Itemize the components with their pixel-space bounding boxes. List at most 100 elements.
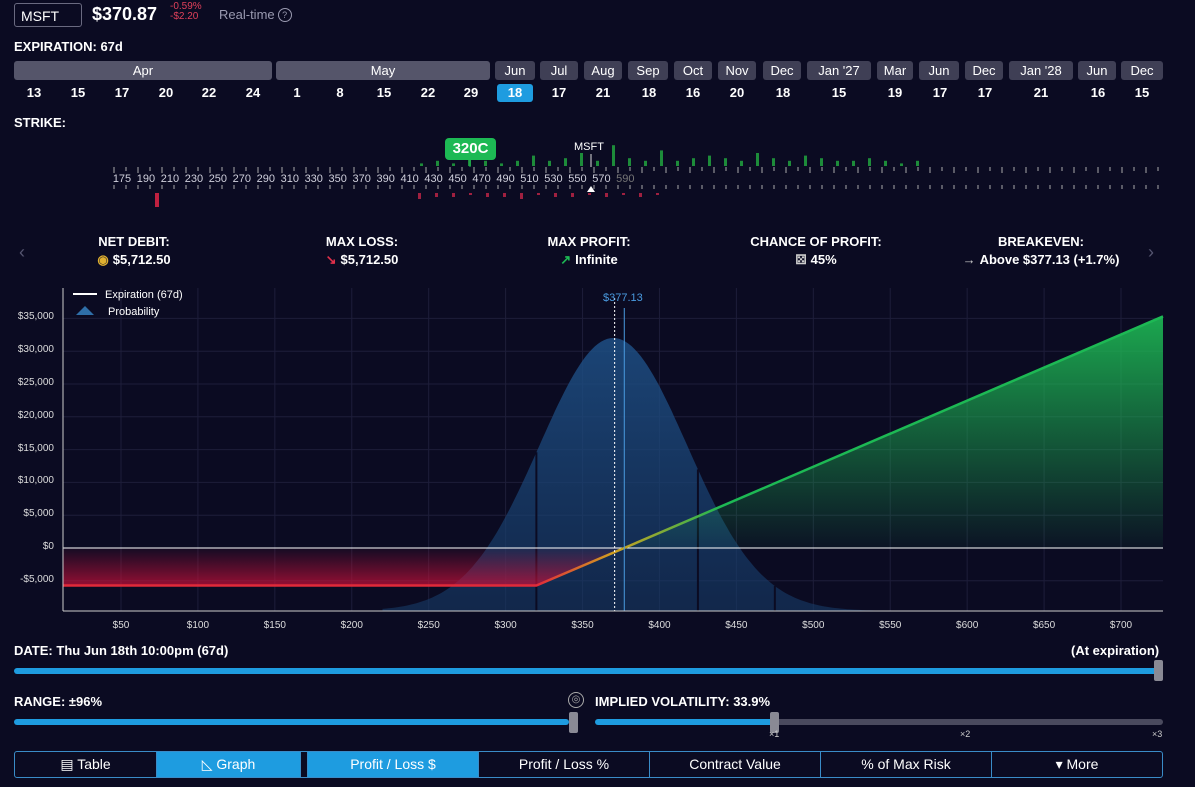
iv-slider-track[interactable]	[775, 719, 1163, 725]
strike-tick-label[interactable]: 230	[184, 173, 204, 185]
next-arrow-icon[interactable]: ›	[1148, 242, 1154, 262]
date-label: DATE: Thu Jun 18th 10:00pm (67d)	[14, 643, 229, 658]
strike-tick-label[interactable]: 450	[448, 173, 467, 185]
x-tick-label: $450	[725, 620, 748, 631]
day-24[interactable]: 15	[1134, 85, 1150, 100]
month-6[interactable]: Oct	[674, 61, 712, 80]
range-slider[interactable]	[14, 719, 569, 725]
x-tick-label: $700	[1109, 620, 1133, 631]
day-0[interactable]: 13	[26, 85, 42, 100]
expiration-label: EXPIRATION: 67d	[14, 39, 123, 54]
month-4[interactable]: Aug	[584, 61, 622, 80]
month-12[interactable]: Dec	[965, 61, 1003, 80]
month-10[interactable]: Mar	[877, 61, 913, 80]
strike-tick-label[interactable]: 330	[304, 173, 323, 185]
call-volume-bar	[436, 160, 439, 166]
day-4[interactable]: 22	[201, 85, 217, 100]
day-5[interactable]: 24	[245, 85, 261, 100]
day-10[interactable]: 29	[463, 85, 479, 100]
prev-arrow-icon[interactable]: ‹	[19, 242, 25, 262]
day-7[interactable]: 8	[336, 85, 344, 100]
reset-icon[interactable]: ◎	[568, 692, 584, 708]
call-volume-bar	[532, 155, 535, 166]
strike-tick-label[interactable]: 370	[352, 173, 371, 185]
graph-button[interactable]: ◺ Graph	[157, 752, 301, 777]
month-3[interactable]: Jul	[540, 61, 578, 80]
help-icon[interactable]: ?	[277, 8, 292, 22]
strike-tick-label[interactable]: 175	[112, 173, 132, 185]
month-11[interactable]: Jun	[919, 61, 959, 80]
month-9[interactable]: Jan '27	[807, 61, 871, 80]
day-15[interactable]: 16	[685, 85, 701, 100]
strike-tick-label[interactable]: 210	[160, 173, 180, 185]
day-9[interactable]: 22	[420, 85, 436, 100]
month-0[interactable]: Apr	[14, 61, 272, 80]
month-13[interactable]: Jan '28	[1009, 61, 1073, 80]
day-13[interactable]: 21	[595, 85, 611, 100]
pl-chart[interactable]	[0, 288, 1195, 618]
ticker-input[interactable]: MSFT	[14, 3, 82, 27]
strike-tick-label[interactable]: 270	[232, 173, 252, 185]
iv-slider-fill[interactable]	[595, 719, 775, 725]
day-8[interactable]: 15	[376, 85, 392, 100]
date-slider[interactable]	[14, 668, 1158, 674]
strike-tick-label[interactable]: 530	[544, 173, 563, 185]
month-5[interactable]: Sep	[628, 61, 668, 80]
strike-tick-label[interactable]: 290	[256, 173, 275, 185]
month-2[interactable]: Jun	[495, 61, 535, 80]
day-12[interactable]: 17	[551, 85, 567, 100]
day-6[interactable]: 1	[293, 85, 301, 100]
day-18[interactable]: 15	[831, 85, 847, 100]
strike-tick-label[interactable]: 390	[376, 173, 395, 185]
price-marker-icon	[587, 186, 595, 192]
day-14[interactable]: 18	[641, 85, 657, 100]
month-8[interactable]: Dec	[763, 61, 801, 80]
table-button[interactable]: ▤ Table	[15, 752, 157, 777]
strike-tick-label[interactable]: 490	[496, 173, 515, 185]
strike-tick-label[interactable]: 570	[592, 173, 611, 185]
realtime-indicator[interactable]: Real-time?	[219, 7, 292, 22]
month-14[interactable]: Jun	[1078, 61, 1116, 80]
day-20[interactable]: 17	[932, 85, 948, 100]
x-tick-label: $600	[956, 620, 979, 631]
selected-strike-badge[interactable]: 320C	[445, 138, 496, 160]
metric-maxprofit: MAX PROFIT: ↗ Infinite	[479, 234, 699, 268]
contract-value-button[interactable]: Contract Value	[650, 752, 821, 777]
day-2[interactable]: 17	[114, 85, 130, 100]
x-tick-label: $150	[263, 620, 286, 631]
range-slider-handle[interactable]	[569, 712, 578, 733]
strike-tick-label[interactable]: 590	[616, 173, 635, 185]
strike-tick-label[interactable]: 410	[400, 173, 419, 185]
more-button[interactable]: ▾ More	[1055, 756, 1099, 772]
day-22[interactable]: 21	[1033, 85, 1049, 100]
strike-tick-label[interactable]: 350	[328, 173, 347, 185]
day-3[interactable]: 20	[158, 85, 174, 100]
profit-loss-percent-button[interactable]: Profit / Loss %	[479, 752, 650, 777]
day-11[interactable]: 18	[497, 84, 533, 102]
call-volume-bar	[628, 158, 631, 166]
strike-ruler[interactable]	[0, 135, 1195, 215]
strike-tick-label[interactable]: 190	[136, 173, 156, 185]
strike-tick-label[interactable]: 250	[208, 173, 228, 185]
month-1[interactable]: May	[276, 61, 490, 80]
day-21[interactable]: 17	[977, 85, 993, 100]
month-7[interactable]: Nov	[718, 61, 756, 80]
day-17[interactable]: 18	[775, 85, 791, 100]
max-risk-button[interactable]: % of Max Risk	[821, 752, 992, 777]
strike-tick-label[interactable]: 430	[424, 173, 443, 185]
strike-tick-label[interactable]: 470	[472, 173, 491, 185]
date-slider-handle[interactable]	[1154, 660, 1163, 681]
day-16[interactable]: 20	[729, 85, 745, 100]
view-toolbar: ▤ Table ◺ Graph Profit / Loss $ Profit /…	[14, 751, 1163, 778]
x-tick-label: $550	[879, 620, 902, 631]
day-19[interactable]: 19	[887, 85, 903, 100]
iv-slider-handle[interactable]	[770, 712, 779, 733]
strike-tick-label[interactable]: 510	[520, 173, 539, 185]
strike-tick-label[interactable]: 550	[568, 173, 587, 185]
strike-tick-label[interactable]: 310	[280, 173, 299, 185]
x-tick-label: $650	[1032, 620, 1056, 631]
day-1[interactable]: 15	[70, 85, 86, 100]
day-23[interactable]: 16	[1090, 85, 1106, 100]
month-15[interactable]: Dec	[1121, 61, 1163, 80]
profit-loss-dollar-button[interactable]: Profit / Loss $	[308, 752, 479, 777]
